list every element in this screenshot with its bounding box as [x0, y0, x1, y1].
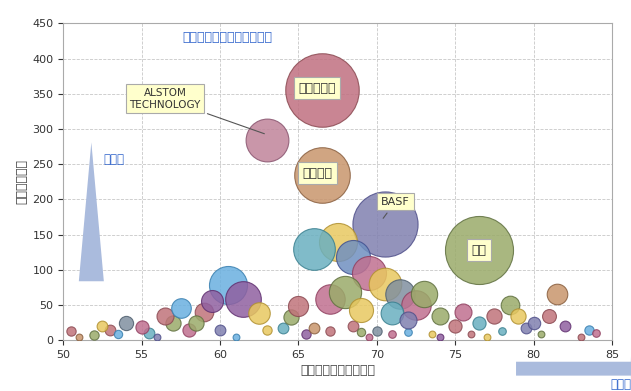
Point: [144, 330, 155, 336]
Point: [121, 319, 131, 326]
Point: [403, 317, 413, 324]
Point: [254, 310, 264, 317]
Point: [458, 309, 468, 315]
Point: [474, 319, 484, 326]
Point: [505, 302, 515, 308]
Point: [466, 331, 476, 337]
Point: [207, 298, 217, 305]
Point: [309, 246, 319, 252]
Point: [380, 221, 390, 227]
Point: [348, 323, 358, 329]
Point: [552, 291, 562, 298]
Point: [513, 312, 523, 319]
Point: [356, 307, 366, 313]
Text: ALSTOM
TECHNOLOGY: ALSTOM TECHNOLOGY: [129, 88, 264, 134]
Point: [356, 329, 366, 335]
Text: BASF: BASF: [381, 197, 410, 218]
Point: [387, 331, 398, 337]
Point: [497, 328, 507, 334]
Point: [536, 331, 546, 337]
Point: [184, 327, 194, 334]
Point: [230, 334, 240, 340]
Point: [223, 282, 233, 289]
Point: [395, 291, 405, 298]
Point: [560, 323, 570, 329]
Point: [427, 331, 437, 337]
Point: [435, 312, 445, 319]
Text: 円の大きさ：有効特許件数: 円の大きさ：有効特許件数: [183, 31, 273, 44]
Point: [66, 328, 76, 334]
Point: [285, 314, 295, 320]
Point: [278, 325, 288, 331]
Point: [152, 334, 162, 340]
Point: [411, 302, 421, 308]
Point: [340, 289, 350, 296]
Point: [293, 303, 304, 310]
Point: [215, 327, 225, 334]
Point: [325, 296, 335, 303]
Point: [364, 334, 374, 340]
Point: [90, 332, 100, 338]
Point: [403, 329, 413, 335]
Point: [545, 312, 555, 319]
Point: [529, 319, 539, 326]
Point: [136, 324, 146, 330]
Point: [74, 334, 84, 340]
Point: [450, 323, 460, 329]
Point: [262, 136, 272, 143]
Point: [113, 331, 123, 337]
Point: [301, 331, 311, 337]
Point: [175, 305, 186, 312]
Text: 総合力: 総合力: [104, 154, 125, 167]
Point: [380, 281, 390, 287]
Point: [584, 326, 594, 333]
Point: [575, 334, 586, 340]
Text: 個別力: 個別力: [610, 378, 631, 391]
Point: [372, 328, 382, 334]
Point: [168, 319, 178, 326]
Point: [239, 296, 249, 303]
Point: [387, 310, 398, 317]
Point: [419, 291, 429, 298]
Y-axis label: 権利着スコア: 権利着スコア: [15, 159, 28, 204]
Point: [262, 327, 272, 334]
X-axis label: パテントスコア最高値: パテントスコア最高値: [300, 364, 375, 377]
Point: [317, 172, 327, 178]
Point: [348, 254, 358, 260]
Point: [490, 312, 500, 319]
Point: [97, 323, 107, 329]
Point: [191, 320, 201, 326]
Text: 三菱重工業: 三菱重工業: [298, 82, 336, 95]
Point: [317, 87, 327, 93]
Text: 東芝: 東芝: [471, 244, 487, 256]
Point: [199, 309, 209, 315]
Text: 関西電力: 関西電力: [302, 167, 332, 180]
Point: [160, 312, 170, 319]
Point: [105, 326, 115, 333]
Point: [521, 325, 531, 331]
Point: [325, 328, 335, 334]
Point: [364, 270, 374, 276]
Point: [435, 334, 445, 340]
Point: [481, 334, 492, 340]
Point: [474, 247, 484, 253]
Point: [591, 330, 601, 336]
Point: [333, 239, 343, 245]
Point: [309, 325, 319, 331]
